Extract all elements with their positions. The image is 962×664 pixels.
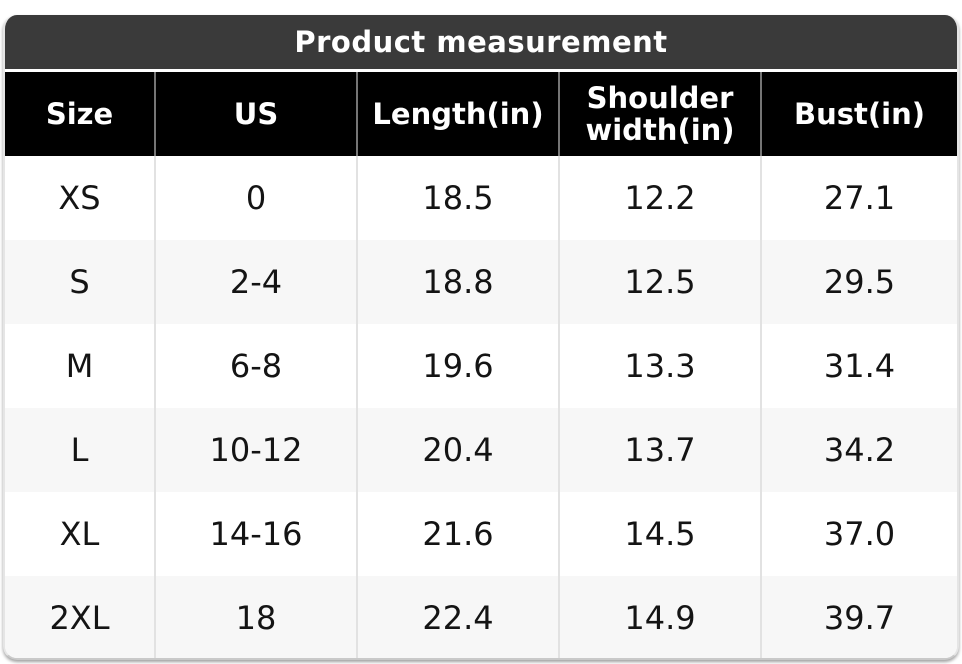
table-row-xl: XL 14-16 21.6 14.5 37.0 [5, 492, 957, 576]
cell-size: XL [59, 515, 100, 553]
cell-size: M [65, 347, 94, 385]
cell-us: 14-16 [154, 492, 356, 576]
cell-length: 20.4 [356, 408, 558, 492]
column-header-us: US [154, 72, 356, 156]
cell-us: 0 [154, 156, 356, 240]
cell-size: S [69, 263, 90, 301]
cell-bust: 31.4 [760, 324, 957, 408]
cell-length: 22.4 [356, 576, 558, 658]
title-header-divider [5, 69, 957, 72]
cell-length: 18.5 [356, 156, 558, 240]
cell-us: 6-8 [154, 324, 356, 408]
table-body: XS 0 18.5 12.2 27.1 S 2-4 18.8 12.5 29.5… [5, 156, 957, 658]
table-row-s: S 2-4 18.8 12.5 29.5 [5, 240, 957, 324]
cell-bust: 39.7 [760, 576, 957, 658]
table-title: Product measurement [294, 25, 668, 59]
cell-length: 18.8 [356, 240, 558, 324]
table-header-row: Size US Length(in) Shoulder width(in) Bu… [5, 72, 957, 156]
table-title-bar: Product measurement [5, 15, 957, 69]
cell-bust: 37.0 [760, 492, 957, 576]
table-row-l: L 10-12 20.4 13.7 34.2 [5, 408, 957, 492]
column-header-size: Size [45, 96, 114, 131]
cell-shoulder-width: 13.7 [558, 408, 760, 492]
cell-bust: 34.2 [760, 408, 957, 492]
cell-size: XS [58, 179, 101, 217]
cell-bust: 27.1 [760, 156, 957, 240]
cell-shoulder-width: 14.9 [558, 576, 760, 658]
cell-length: 19.6 [356, 324, 558, 408]
cell-length: 21.6 [356, 492, 558, 576]
cell-shoulder-width: 13.3 [558, 324, 760, 408]
table-row-m: M 6-8 19.6 13.3 31.4 [5, 324, 957, 408]
table-row-xs: XS 0 18.5 12.2 27.1 [5, 156, 957, 240]
cell-size: L [70, 431, 89, 469]
cell-us: 10-12 [154, 408, 356, 492]
cell-us: 18 [154, 576, 356, 658]
cell-shoulder-width: 12.2 [558, 156, 760, 240]
table-row-2xl: 2XL 18 22.4 14.9 39.7 [5, 576, 957, 658]
cell-shoulder-width: 14.5 [558, 492, 760, 576]
column-header-shoulder-width: Shoulder width(in) [558, 72, 760, 156]
product-measurement-table-card: Product measurement Size US Length(in) S… [3, 15, 959, 660]
column-header-length: Length(in) [356, 72, 558, 156]
cell-shoulder-width: 12.5 [558, 240, 760, 324]
cell-size: 2XL [49, 599, 110, 637]
cell-bust: 29.5 [760, 240, 957, 324]
cell-us: 2-4 [154, 240, 356, 324]
column-header-bust: Bust(in) [760, 72, 957, 156]
